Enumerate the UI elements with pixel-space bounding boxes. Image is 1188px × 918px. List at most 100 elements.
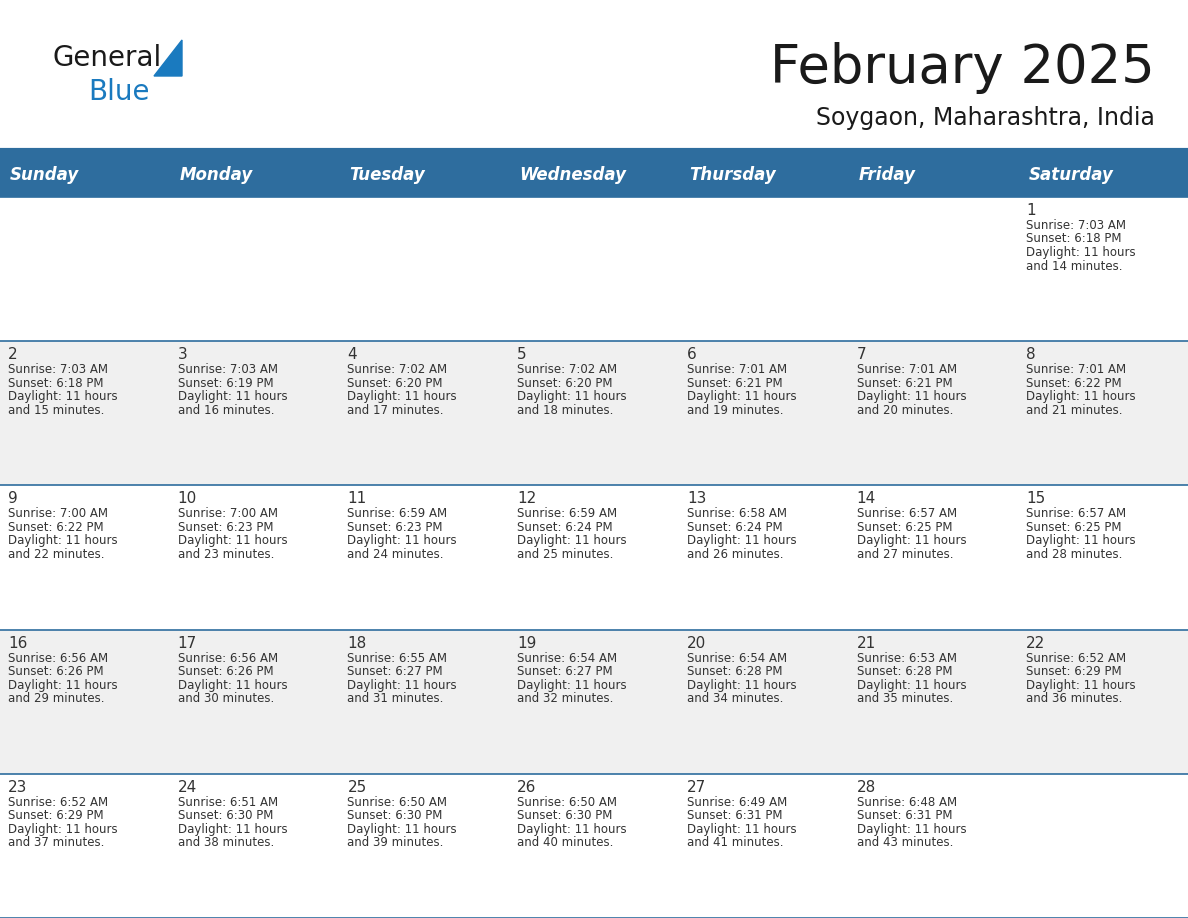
Text: Sunrise: 7:03 AM: Sunrise: 7:03 AM	[178, 364, 278, 376]
Text: Daylight: 11 hours: Daylight: 11 hours	[8, 678, 118, 691]
Text: and 25 minutes.: and 25 minutes.	[517, 548, 613, 561]
Text: Sunrise: 6:52 AM: Sunrise: 6:52 AM	[8, 796, 108, 809]
Text: Sunrise: 6:54 AM: Sunrise: 6:54 AM	[517, 652, 618, 665]
Text: 2: 2	[8, 347, 18, 363]
Text: Daylight: 11 hours: Daylight: 11 hours	[857, 678, 966, 691]
Text: Sunrise: 6:56 AM: Sunrise: 6:56 AM	[178, 652, 278, 665]
Text: Thursday: Thursday	[689, 165, 776, 184]
Text: Sunset: 6:23 PM: Sunset: 6:23 PM	[347, 521, 443, 534]
Text: 17: 17	[178, 635, 197, 651]
Text: Sunrise: 7:01 AM: Sunrise: 7:01 AM	[1026, 364, 1126, 376]
Text: Daylight: 11 hours: Daylight: 11 hours	[517, 390, 627, 403]
Text: Sunset: 6:24 PM: Sunset: 6:24 PM	[517, 521, 613, 534]
Text: and 17 minutes.: and 17 minutes.	[347, 404, 444, 417]
Bar	[0, 774, 1188, 918]
Text: 19: 19	[517, 635, 537, 651]
Text: 22: 22	[1026, 635, 1045, 651]
Text: General: General	[52, 44, 162, 72]
Text: 28: 28	[857, 779, 876, 795]
Text: Sunset: 6:28 PM: Sunset: 6:28 PM	[687, 666, 783, 678]
Text: Daylight: 11 hours: Daylight: 11 hours	[8, 534, 118, 547]
Text: Daylight: 11 hours: Daylight: 11 hours	[347, 823, 457, 835]
Text: 3: 3	[178, 347, 188, 363]
Text: Sunday: Sunday	[10, 165, 80, 184]
Text: Sunrise: 7:01 AM: Sunrise: 7:01 AM	[857, 364, 956, 376]
Text: 26: 26	[517, 779, 537, 795]
Text: 23: 23	[8, 779, 27, 795]
Text: Sunset: 6:31 PM: Sunset: 6:31 PM	[687, 810, 783, 823]
Text: and 35 minutes.: and 35 minutes.	[857, 692, 953, 705]
Text: Daylight: 11 hours: Daylight: 11 hours	[1026, 678, 1136, 691]
Bar	[0, 152, 1188, 197]
Text: Sunrise: 7:00 AM: Sunrise: 7:00 AM	[8, 508, 108, 521]
Text: Daylight: 11 hours: Daylight: 11 hours	[178, 534, 287, 547]
Text: Sunset: 6:27 PM: Sunset: 6:27 PM	[347, 666, 443, 678]
Text: 7: 7	[857, 347, 866, 363]
Text: Monday: Monday	[179, 165, 253, 184]
Text: and 31 minutes.: and 31 minutes.	[347, 692, 444, 705]
Text: 5: 5	[517, 347, 526, 363]
Text: Wednesday: Wednesday	[519, 165, 626, 184]
Text: and 34 minutes.: and 34 minutes.	[687, 692, 783, 705]
Text: and 41 minutes.: and 41 minutes.	[687, 836, 783, 849]
Text: Sunrise: 6:51 AM: Sunrise: 6:51 AM	[178, 796, 278, 809]
Text: Sunset: 6:29 PM: Sunset: 6:29 PM	[1026, 666, 1121, 678]
Text: Sunset: 6:18 PM: Sunset: 6:18 PM	[8, 376, 103, 390]
Text: Blue: Blue	[88, 78, 150, 106]
Text: Friday: Friday	[859, 165, 916, 184]
Text: and 39 minutes.: and 39 minutes.	[347, 836, 444, 849]
Text: Daylight: 11 hours: Daylight: 11 hours	[687, 390, 796, 403]
Text: Sunset: 6:26 PM: Sunset: 6:26 PM	[8, 666, 103, 678]
Text: Daylight: 11 hours: Daylight: 11 hours	[857, 390, 966, 403]
Text: Sunset: 6:21 PM: Sunset: 6:21 PM	[857, 376, 953, 390]
Text: Sunset: 6:28 PM: Sunset: 6:28 PM	[857, 666, 952, 678]
Text: Daylight: 11 hours: Daylight: 11 hours	[857, 823, 966, 835]
Text: and 14 minutes.: and 14 minutes.	[1026, 260, 1123, 273]
Text: 13: 13	[687, 491, 706, 507]
Text: Sunrise: 6:55 AM: Sunrise: 6:55 AM	[347, 652, 448, 665]
Text: 15: 15	[1026, 491, 1045, 507]
Text: Sunrise: 6:54 AM: Sunrise: 6:54 AM	[687, 652, 786, 665]
Text: Daylight: 11 hours: Daylight: 11 hours	[347, 678, 457, 691]
Text: Sunrise: 7:00 AM: Sunrise: 7:00 AM	[178, 508, 278, 521]
Text: 12: 12	[517, 491, 537, 507]
Text: Sunset: 6:25 PM: Sunset: 6:25 PM	[857, 521, 952, 534]
Text: Sunrise: 6:53 AM: Sunrise: 6:53 AM	[857, 652, 956, 665]
Text: 14: 14	[857, 491, 876, 507]
Text: Sunset: 6:30 PM: Sunset: 6:30 PM	[178, 810, 273, 823]
Text: Sunset: 6:26 PM: Sunset: 6:26 PM	[178, 666, 273, 678]
Text: Sunrise: 6:49 AM: Sunrise: 6:49 AM	[687, 796, 788, 809]
Text: Daylight: 11 hours: Daylight: 11 hours	[8, 823, 118, 835]
Text: Daylight: 11 hours: Daylight: 11 hours	[1026, 246, 1136, 259]
Text: and 29 minutes.: and 29 minutes.	[8, 692, 105, 705]
Text: Sunset: 6:19 PM: Sunset: 6:19 PM	[178, 376, 273, 390]
Text: Daylight: 11 hours: Daylight: 11 hours	[8, 390, 118, 403]
Text: 20: 20	[687, 635, 706, 651]
Text: Sunrise: 7:02 AM: Sunrise: 7:02 AM	[517, 364, 618, 376]
Text: and 19 minutes.: and 19 minutes.	[687, 404, 783, 417]
Text: and 28 minutes.: and 28 minutes.	[1026, 548, 1123, 561]
Text: Daylight: 11 hours: Daylight: 11 hours	[517, 534, 627, 547]
Text: and 27 minutes.: and 27 minutes.	[857, 548, 953, 561]
Text: and 37 minutes.: and 37 minutes.	[8, 836, 105, 849]
Text: 25: 25	[347, 779, 367, 795]
Text: Sunrise: 6:50 AM: Sunrise: 6:50 AM	[517, 796, 617, 809]
Text: 9: 9	[8, 491, 18, 507]
Text: Sunrise: 6:56 AM: Sunrise: 6:56 AM	[8, 652, 108, 665]
Text: and 15 minutes.: and 15 minutes.	[8, 404, 105, 417]
Text: Daylight: 11 hours: Daylight: 11 hours	[178, 823, 287, 835]
Text: 27: 27	[687, 779, 706, 795]
Text: Sunrise: 6:57 AM: Sunrise: 6:57 AM	[1026, 508, 1126, 521]
Text: Sunrise: 6:58 AM: Sunrise: 6:58 AM	[687, 508, 786, 521]
Text: 8: 8	[1026, 347, 1036, 363]
Text: Sunrise: 6:59 AM: Sunrise: 6:59 AM	[517, 508, 618, 521]
Text: and 36 minutes.: and 36 minutes.	[1026, 692, 1123, 705]
Text: Saturday: Saturday	[1029, 165, 1113, 184]
Text: 1: 1	[1026, 203, 1036, 218]
Bar	[0, 197, 1188, 341]
Text: Sunrise: 6:59 AM: Sunrise: 6:59 AM	[347, 508, 448, 521]
Text: Daylight: 11 hours: Daylight: 11 hours	[687, 823, 796, 835]
Text: and 16 minutes.: and 16 minutes.	[178, 404, 274, 417]
Text: and 20 minutes.: and 20 minutes.	[857, 404, 953, 417]
Text: Sunset: 6:22 PM: Sunset: 6:22 PM	[8, 521, 103, 534]
